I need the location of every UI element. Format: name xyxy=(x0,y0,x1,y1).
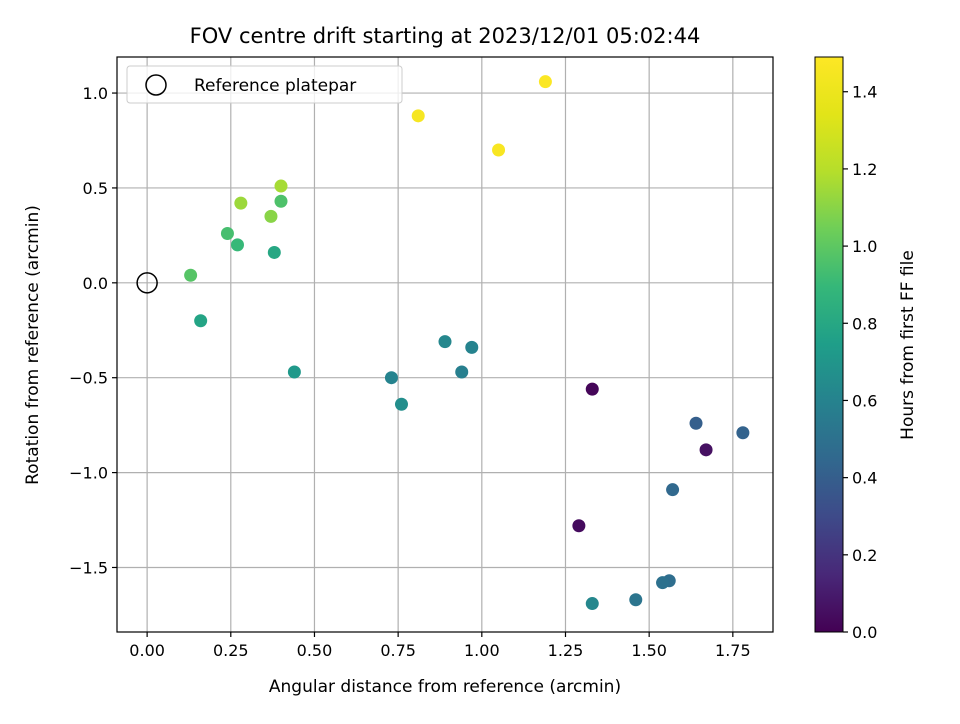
colorbar-tick-label: 0.0 xyxy=(852,623,877,642)
data-point xyxy=(184,268,198,282)
data-point xyxy=(194,314,208,328)
x-tick-label: 0.00 xyxy=(129,641,165,660)
grid-lines xyxy=(117,57,773,632)
colorbar-label: Hours from first FF file xyxy=(898,250,918,440)
data-point xyxy=(274,179,288,193)
data-point xyxy=(585,597,599,611)
y-tick-label: 0.0 xyxy=(83,274,108,293)
data-point xyxy=(230,238,244,252)
reference-point-marker xyxy=(136,272,158,294)
data-point xyxy=(384,371,398,385)
x-axis-label: Angular distance from reference (arcmin) xyxy=(269,677,621,697)
chart-title: FOV centre drift starting at 2023/12/01 … xyxy=(190,24,701,48)
data-point xyxy=(274,194,288,208)
y-tick-label: −0.5 xyxy=(69,369,108,388)
data-point xyxy=(585,382,599,396)
data-point xyxy=(220,226,234,240)
x-tick-label: 0.25 xyxy=(213,641,249,660)
data-points xyxy=(136,75,750,611)
legend-label-reference: Reference platepar xyxy=(194,76,356,96)
y-axis-ticks: 1.0 0.5 0.0 −0.5 −1.0 −1.5 xyxy=(69,84,117,577)
colorbar-tick-label: 0.2 xyxy=(852,546,877,565)
y-tick-label: −1.5 xyxy=(69,558,108,577)
colorbar: 0.0 0.2 0.4 0.6 0.8 1.0 1.2 1.4 Hours from firs… xyxy=(814,56,918,642)
data-point xyxy=(656,576,670,590)
data-point xyxy=(629,593,643,607)
data-point xyxy=(699,443,713,457)
data-point xyxy=(736,426,750,440)
colorbar-tick-label: 1.4 xyxy=(852,83,877,102)
data-point xyxy=(572,519,586,533)
data-point xyxy=(267,245,281,259)
data-point xyxy=(411,109,425,123)
legend-box xyxy=(126,65,403,104)
legend: Reference platepar xyxy=(126,65,403,104)
legend-marker-reference xyxy=(145,74,167,96)
data-point xyxy=(666,483,680,497)
data-point xyxy=(492,143,506,157)
colorbar-tick-label: 1.0 xyxy=(852,237,877,256)
x-tick-label: 1.75 xyxy=(715,641,751,660)
colorbar-tick-label: 0.6 xyxy=(852,391,877,410)
data-point xyxy=(538,75,552,89)
data-point xyxy=(438,335,452,349)
y-tick-label: 1.0 xyxy=(83,84,108,103)
y-axis-label: Rotation from reference (arcmin) xyxy=(23,205,43,485)
y-tick-label: −1.0 xyxy=(69,464,108,483)
plot-frame xyxy=(116,56,774,633)
x-tick-label: 0.75 xyxy=(380,641,416,660)
y-tick-label: 0.5 xyxy=(83,179,108,198)
x-tick-label: 0.50 xyxy=(297,641,333,660)
data-point xyxy=(689,416,703,430)
x-axis-ticks: 0.00 0.25 0.50 0.75 1.00 1.25 1.50 1.75 xyxy=(129,632,751,660)
colorbar-tick-label: 1.2 xyxy=(852,160,877,179)
x-tick-label: 1.25 xyxy=(548,641,584,660)
data-point xyxy=(465,340,479,354)
data-point xyxy=(394,397,408,411)
x-tick-label: 1.00 xyxy=(464,641,500,660)
colorbar-gradient xyxy=(814,56,844,633)
data-point xyxy=(264,209,278,223)
x-tick-label: 1.50 xyxy=(631,641,667,660)
data-point xyxy=(287,365,301,379)
data-point xyxy=(234,196,248,210)
data-point xyxy=(455,365,469,379)
colorbar-tick-label: 0.4 xyxy=(852,469,877,488)
colorbar-ticks: 0.0 0.2 0.4 0.6 0.8 1.0 1.2 1.4 xyxy=(843,83,877,642)
colorbar-tick-label: 0.8 xyxy=(852,314,877,333)
